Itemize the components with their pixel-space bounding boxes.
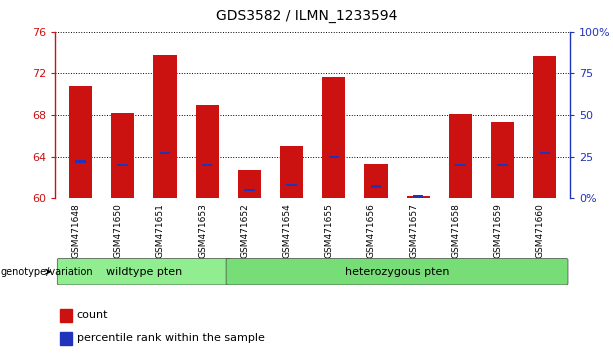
Text: count: count [77,310,109,320]
Text: heterozygous pten: heterozygous pten [345,267,449,277]
Text: GSM471660: GSM471660 [536,203,545,258]
Bar [202,164,212,166]
Bar [364,164,387,198]
Text: GSM471659: GSM471659 [493,203,503,258]
FancyBboxPatch shape [226,258,568,285]
Bar [455,164,466,166]
Text: GSM471651: GSM471651 [156,203,165,258]
Bar [60,332,72,345]
Bar [75,160,86,163]
Bar [413,195,424,198]
Text: GSM471652: GSM471652 [240,203,249,258]
Text: GSM471655: GSM471655 [325,203,333,258]
Bar [60,309,72,322]
Bar [286,184,297,186]
Bar [533,56,557,198]
Bar [280,146,303,198]
FancyBboxPatch shape [57,258,230,285]
Text: wildtype pten: wildtype pten [105,267,182,277]
Text: GSM471653: GSM471653 [198,203,207,258]
Bar [371,185,381,188]
Bar [153,55,177,198]
Text: GSM471648: GSM471648 [72,203,80,258]
Bar [329,155,339,158]
Text: genotype/variation: genotype/variation [1,267,93,277]
Bar [238,170,261,198]
Text: GSM471656: GSM471656 [367,203,376,258]
Text: GDS3582 / ILMN_1233594: GDS3582 / ILMN_1233594 [216,9,397,23]
Text: percentile rank within the sample: percentile rank within the sample [77,333,265,343]
Bar [491,122,514,198]
Bar [449,114,472,198]
Text: GSM471654: GSM471654 [283,203,292,258]
Bar [406,196,430,198]
Bar [159,152,170,154]
Bar [69,86,92,198]
Bar [111,113,134,198]
Bar [497,164,508,166]
Bar [196,105,219,198]
Text: GSM471650: GSM471650 [113,203,123,258]
Bar [539,152,550,154]
Text: GSM471658: GSM471658 [451,203,460,258]
Bar [322,76,345,198]
Text: GSM471657: GSM471657 [409,203,418,258]
Bar [118,164,128,166]
Bar [244,189,254,191]
